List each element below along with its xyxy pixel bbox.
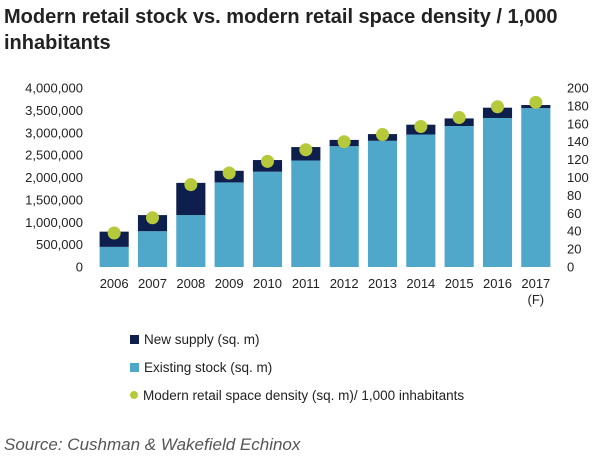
y-left-tick-label: 3,500,000 bbox=[25, 103, 83, 118]
density-point bbox=[261, 154, 274, 168]
bar-existing-stock bbox=[176, 215, 206, 267]
legend-item-density: Modern retail space density (sq. m)/ 1,0… bbox=[130, 386, 464, 404]
x-tick-label: 2013 bbox=[368, 276, 397, 291]
x-tick-label: 2010 bbox=[253, 276, 282, 291]
source-note: Source: Cushman & Wakefield Echinox bbox=[4, 435, 301, 454]
density-point bbox=[376, 128, 389, 142]
y-right-tick-label: 200 bbox=[567, 81, 589, 96]
legend-item-existing-stock: Existing stock (sq. m) bbox=[130, 358, 272, 376]
density-point bbox=[222, 166, 236, 180]
x-tick-label: 2011 bbox=[292, 276, 320, 291]
bar-existing-stock bbox=[214, 182, 244, 267]
y-right-tick-label: 60 bbox=[567, 206, 581, 221]
x-tick-label: 2006 bbox=[100, 276, 129, 291]
x-tick-label: 2014 bbox=[406, 276, 435, 291]
legend-swatch-density bbox=[130, 391, 138, 399]
density-point bbox=[414, 119, 428, 133]
y-left-tick-label: 4,000,000 bbox=[25, 81, 83, 96]
y-right-tick-label: 0 bbox=[567, 260, 574, 275]
x-tick-label: 2007 bbox=[138, 276, 167, 291]
x-tick-label: 2008 bbox=[176, 276, 205, 291]
legend-label-existing-stock: Existing stock (sq. m) bbox=[144, 359, 273, 375]
density-point bbox=[491, 100, 504, 114]
legend-swatch-new-supply bbox=[130, 334, 139, 344]
legend-label-density: Modern retail space density (sq. m)/ 1,0… bbox=[143, 387, 465, 403]
density-point bbox=[529, 95, 543, 109]
x-tick-label: 2009 bbox=[215, 276, 244, 291]
bar-existing-stock bbox=[367, 140, 398, 267]
y-left-tick-label: 2,000,000 bbox=[25, 170, 83, 185]
density-point bbox=[146, 211, 159, 225]
density-point bbox=[107, 226, 121, 240]
density-point bbox=[337, 135, 351, 149]
bar-existing-stock bbox=[444, 126, 474, 267]
y-left-tick-label: 1,500,000 bbox=[25, 192, 83, 207]
y-left-tick-label: 1,000,000 bbox=[25, 215, 83, 230]
density-point bbox=[184, 178, 198, 192]
bar-existing-stock bbox=[291, 160, 321, 267]
y-right-tick-label: 140 bbox=[567, 134, 589, 149]
bar-existing-stock bbox=[482, 117, 513, 267]
bar-existing-stock bbox=[521, 108, 551, 267]
x-tick-sublabel: (F) bbox=[528, 292, 545, 307]
legend-label-new-supply: New supply (sq. m) bbox=[144, 331, 260, 347]
y-right-tick-label: 180 bbox=[567, 98, 589, 113]
y-right-tick-label: 40 bbox=[567, 224, 581, 239]
x-tick-label: 2016 bbox=[483, 276, 512, 291]
y-right-tick-label: 160 bbox=[567, 116, 589, 131]
y-right-tick-label: 120 bbox=[567, 152, 589, 167]
x-tick-label: 2015 bbox=[445, 276, 474, 291]
y-left-tick-label: 3,000,000 bbox=[25, 125, 83, 140]
y-left-tick-label: 0 bbox=[76, 260, 83, 275]
legend-item-new-supply: New supply (sq. m) bbox=[130, 330, 260, 348]
chart-title: Modern retail stock vs. modern retail sp… bbox=[4, 6, 558, 54]
bar-existing-stock bbox=[406, 134, 436, 267]
bar-existing-stock bbox=[252, 171, 283, 267]
y-right-tick-label: 80 bbox=[567, 188, 581, 203]
bar-existing-stock bbox=[137, 231, 168, 267]
y-left-tick-label: 2,500,000 bbox=[25, 148, 83, 163]
x-tick-label: 2012 bbox=[330, 276, 359, 291]
bar-existing-stock bbox=[329, 146, 359, 267]
density-point bbox=[452, 111, 466, 125]
y-right-tick-label: 100 bbox=[567, 170, 589, 185]
y-right-tick-label: 20 bbox=[567, 242, 581, 257]
y-left-tick-label: 500,000 bbox=[36, 237, 83, 252]
bar-existing-stock bbox=[99, 246, 129, 267]
density-point bbox=[299, 143, 313, 157]
x-tick-label: 2017 bbox=[521, 276, 550, 291]
legend-swatch-existing-stock bbox=[130, 362, 139, 372]
chart-plot: 0 500,000 1,000,000 1,500,000 2,000,000 2,500… bbox=[25, 81, 589, 308]
